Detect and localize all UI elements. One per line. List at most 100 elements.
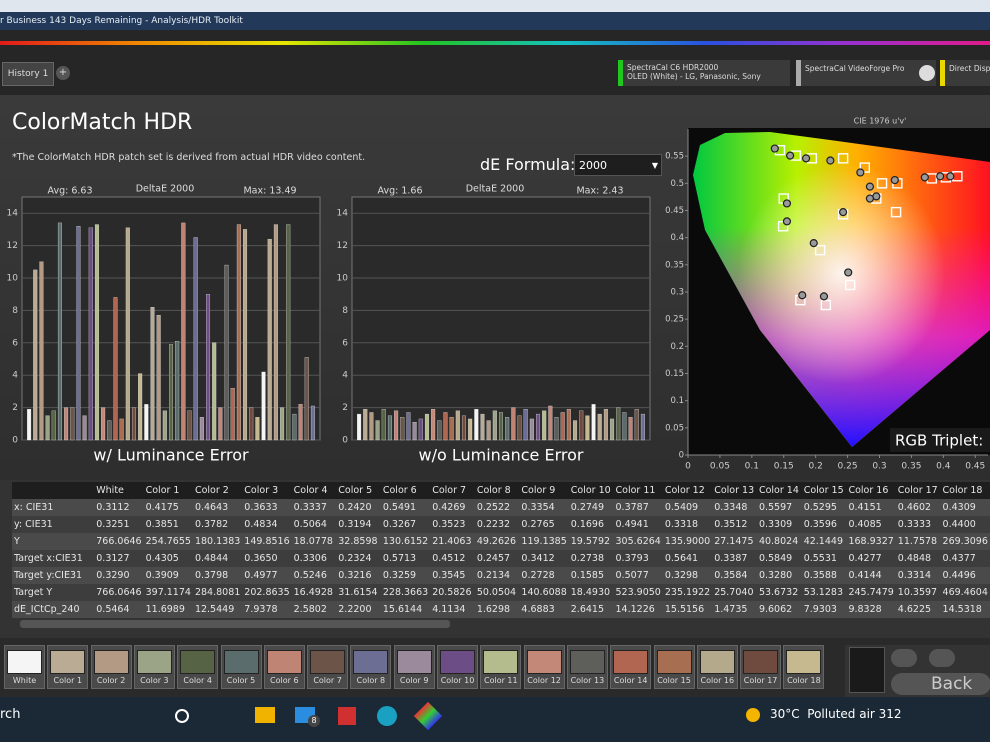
column-header: Color 11 (615, 485, 656, 496)
cell: 0.3523 (432, 519, 466, 530)
preview-button[interactable] (849, 647, 885, 693)
cell: 0.4377 (942, 553, 976, 564)
cell: 0.3259 (382, 570, 417, 581)
measured-point (839, 208, 848, 217)
rgb-box (890, 428, 990, 452)
swatch[interactable]: Color 3 (133, 645, 175, 689)
swatch[interactable]: Color 1 (47, 645, 89, 689)
cell: 0.4305 (145, 553, 179, 564)
target-point (820, 299, 832, 311)
cell: 14.5318 (942, 604, 982, 615)
swatch-label: Color 4 (183, 676, 212, 685)
gift-icon[interactable] (338, 707, 356, 725)
bar (33, 269, 38, 441)
add-tab[interactable]: + (56, 66, 70, 80)
swatch[interactable]: White (4, 645, 45, 689)
swatch-label: Color 5 (226, 676, 256, 685)
cell: 0.3280 (758, 570, 793, 581)
swatch-label: Color 13 (570, 676, 605, 685)
formula-select[interactable]: 2000 ▼ (574, 154, 662, 176)
column-header: Color 3 (244, 485, 279, 496)
x-tick-label: 0 (685, 462, 691, 472)
bar (243, 229, 248, 441)
back-button[interactable]: Back (891, 673, 990, 695)
swatch[interactable]: Color 12 (523, 645, 565, 689)
stop-button[interactable] (891, 649, 917, 667)
column-header: Color 12 (664, 485, 705, 496)
bar (554, 417, 559, 441)
cell: 0.5064 (293, 519, 327, 530)
device[interactable]: SpectraCal C6 HDR2000 OLED (White) - LG,… (618, 60, 790, 86)
bar (542, 410, 547, 441)
cell: 0.3633 (244, 502, 278, 513)
cell: 269.3096 (942, 536, 988, 547)
swatch[interactable]: Color 4 (177, 645, 219, 689)
device[interactable]: SpectraCal VideoForge Pro (796, 60, 936, 86)
device[interactable]: Direct Disp (940, 60, 990, 86)
cell: 10.3597 (897, 587, 938, 598)
cell: 0.3318 (664, 519, 699, 530)
bar (498, 412, 504, 441)
swatch[interactable]: Color 11 (480, 645, 522, 689)
cell: 15.6144 (382, 604, 423, 615)
bar (286, 224, 291, 441)
cell: 305.6264 (615, 536, 661, 547)
bar (548, 405, 553, 441)
play-button[interactable] (929, 649, 955, 667)
bar (461, 415, 466, 441)
bar (443, 412, 448, 441)
search-box[interactable]: rch (0, 707, 21, 722)
swatch[interactable]: Color 15 (653, 645, 695, 689)
swatch-label: Color 3 (140, 676, 169, 685)
swatch[interactable]: Color 9 (393, 645, 435, 689)
swatch-color (7, 650, 42, 674)
bar (412, 422, 417, 441)
cell: 11.6989 (145, 604, 185, 615)
bar (492, 410, 497, 441)
cell: 25.7040 (714, 587, 754, 598)
search-icon[interactable] (175, 709, 189, 723)
cell: 16.4928 (293, 587, 333, 598)
bar (304, 357, 309, 441)
cell: 0.4602 (897, 502, 932, 513)
bar (585, 415, 590, 441)
bar (437, 420, 442, 441)
swatch[interactable]: Color 8 (350, 645, 392, 689)
swatch[interactable]: Color 16 (696, 645, 738, 689)
swatch[interactable]: Color 13 (566, 645, 608, 689)
tab[interactable]: History 1 (2, 62, 54, 86)
swatch-label: White (12, 676, 37, 685)
bar (230, 388, 235, 441)
scrollbar[interactable] (20, 620, 450, 628)
measured-point (798, 291, 807, 300)
edge-icon[interactable] (377, 706, 397, 726)
swatch[interactable]: Color 14 (610, 645, 652, 689)
cell: 0.5849 (758, 553, 793, 564)
swatch[interactable]: Color 10 (437, 645, 478, 689)
chart-caption: w/o Luminance Error (419, 446, 584, 465)
swatch-label: Color 7 (313, 676, 342, 685)
data-table: White Color 1 Color 2 Color 3 Color 4 Color 5… (12, 482, 990, 618)
swatch[interactable]: Color 6 (263, 645, 305, 689)
explorer-icon[interactable] (255, 707, 275, 723)
cell: 0.4848 (897, 553, 932, 564)
swatch[interactable]: Color 18 (783, 645, 825, 689)
cell: 0.5077 (615, 570, 649, 581)
swatch-color (50, 650, 86, 674)
swatch-label: Color 1 (53, 676, 83, 685)
cell: 235.1922 (664, 587, 711, 598)
swatch[interactable]: Color 7 (307, 645, 349, 689)
measured-point (786, 151, 795, 160)
swatch[interactable]: Color 5 (220, 645, 262, 689)
bar (162, 410, 167, 441)
target-point (814, 244, 826, 256)
swatch-label: Color 14 (613, 676, 648, 685)
cell: 4.1134 (432, 604, 466, 615)
swatch[interactable]: Color 2 (90, 645, 132, 689)
bar (150, 307, 155, 441)
x-tick-label: 0.1 (745, 462, 759, 472)
app-icon[interactable] (413, 701, 443, 731)
cell: 4.6225 (897, 604, 932, 615)
column-header: Color 2 (194, 485, 229, 496)
swatch[interactable]: Color 17 (740, 645, 782, 689)
